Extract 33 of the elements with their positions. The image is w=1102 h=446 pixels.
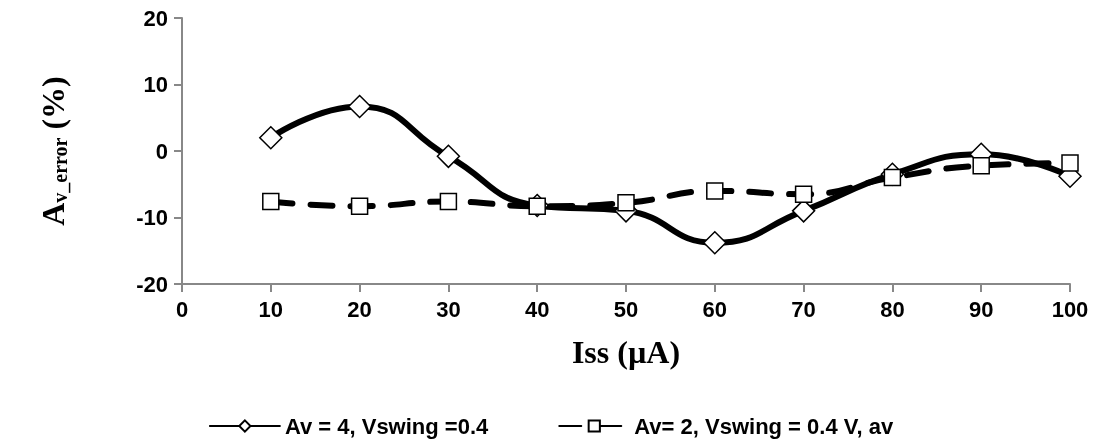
point <box>972 156 990 175</box>
x-tick-label: 50 <box>613 296 639 322</box>
point <box>1061 154 1079 172</box>
x-tick-label: 30 <box>436 296 461 322</box>
y-tick-label: 0 <box>155 138 168 164</box>
point <box>439 192 458 211</box>
x-tick-label: 70 <box>791 296 816 322</box>
point <box>706 182 724 200</box>
legend-label: Av= 2, Vswing = 0.4 V, av <box>634 413 894 439</box>
x-tick-label: 80 <box>880 296 905 322</box>
point <box>259 125 283 150</box>
y-tick-label: 10 <box>143 72 168 97</box>
x-tick-label: 40 <box>524 296 550 322</box>
y-tick-label: 20 <box>143 5 168 31</box>
y-tick-label: -10 <box>136 205 168 230</box>
point <box>347 94 372 119</box>
point <box>703 231 727 255</box>
point <box>617 194 635 212</box>
point <box>436 144 461 169</box>
x-tick-label: 90 <box>968 296 994 322</box>
x-tick-label: 20 <box>347 296 372 322</box>
x-tick-label: 10 <box>258 296 284 322</box>
x-tick-label: 60 <box>702 296 728 322</box>
point <box>794 185 813 203</box>
point <box>350 197 369 215</box>
y-tick-label: -20 <box>136 271 168 297</box>
legend-label: Av = 4, Vswing =0.4 <box>284 413 490 439</box>
x-tick-label: 0 <box>175 296 189 322</box>
y-axis-title: Av_error (%) <box>35 76 71 226</box>
x-axis-title: Iss (µA) <box>571 334 681 370</box>
x-tick-label: 100 <box>1051 296 1089 322</box>
point <box>262 192 280 211</box>
point <box>528 197 546 215</box>
